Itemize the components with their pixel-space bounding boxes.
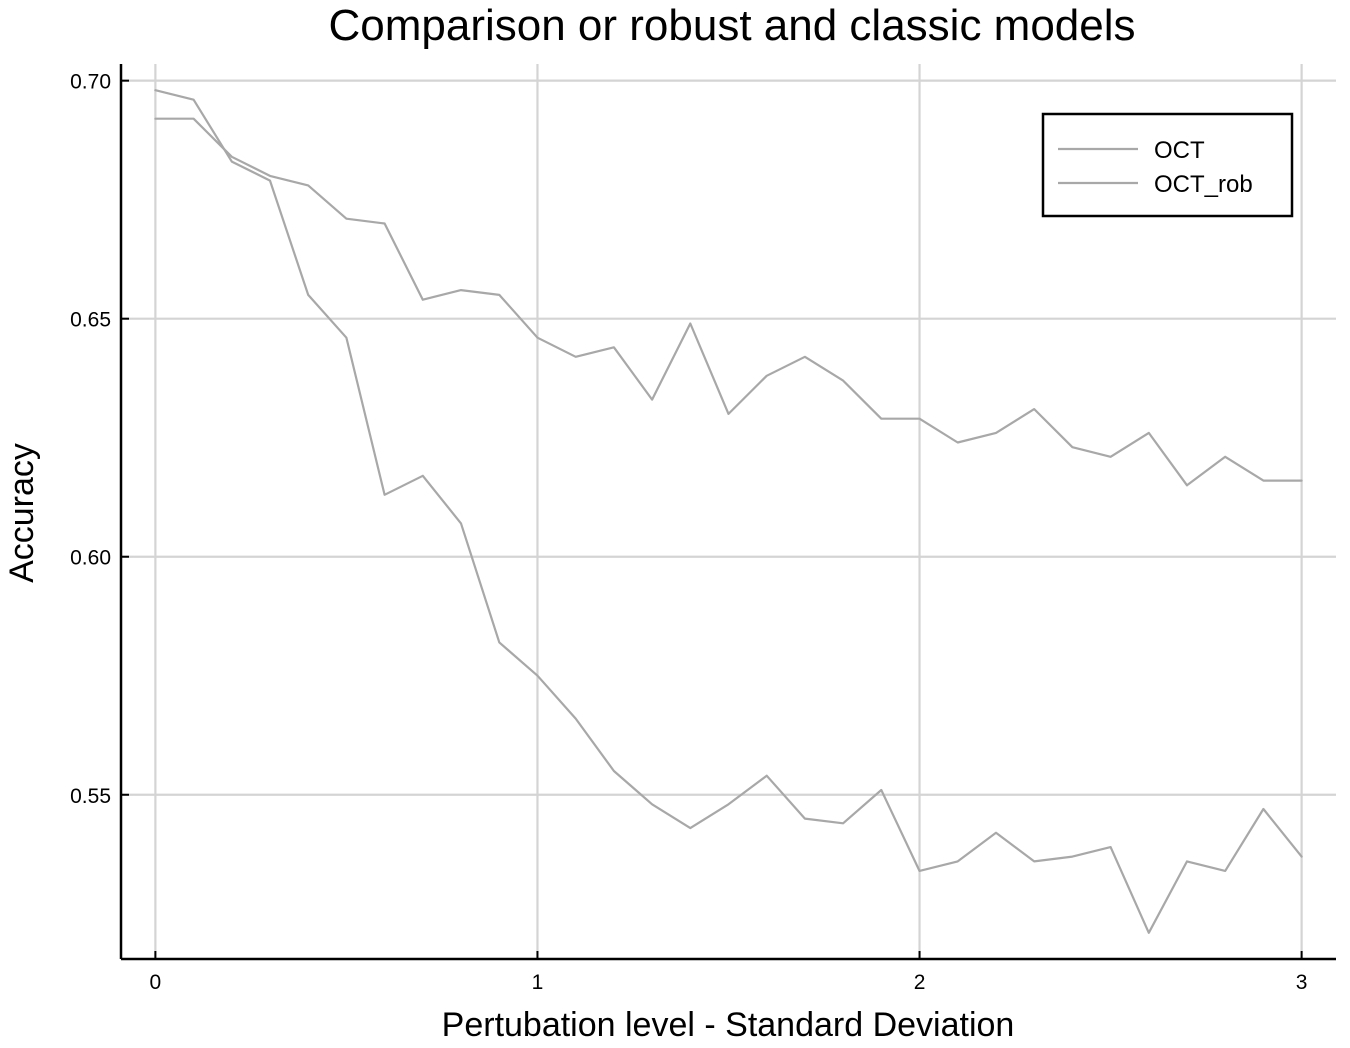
axes: [119, 64, 1336, 961]
chart-title: Comparison or robust and classic models: [328, 1, 1135, 50]
y-tick-label: 0.65: [70, 309, 111, 332]
grid: [121, 64, 1336, 959]
y-axis-label: Accuracy: [3, 443, 41, 583]
series-line-oct: [154, 89, 1303, 934]
y-tick-label: 0.60: [70, 547, 111, 570]
series-line-oct-rob: [154, 117, 1303, 487]
x-tick-label: 2: [914, 971, 926, 994]
x-tick-label: 3: [1296, 971, 1308, 994]
x-tick-label: 0: [150, 971, 162, 994]
legend-label-oct: OCT: [1154, 137, 1205, 164]
x-tick-label: 1: [532, 971, 544, 994]
tick-labels: 0 1 2 3 0.55 0.60 0.65 0.70: [70, 71, 1307, 994]
y-tick-label: 0.55: [70, 785, 111, 808]
legend-label-oct-rob: OCT_rob: [1154, 171, 1253, 198]
series-lines: [154, 89, 1303, 934]
y-tick-label: 0.70: [70, 71, 111, 94]
legend-box: [1041, 112, 1294, 218]
x-axis-label: Pertubation level - Standard Deviation: [442, 1006, 1015, 1044]
legend: OCT OCT_rob: [1041, 112, 1294, 218]
